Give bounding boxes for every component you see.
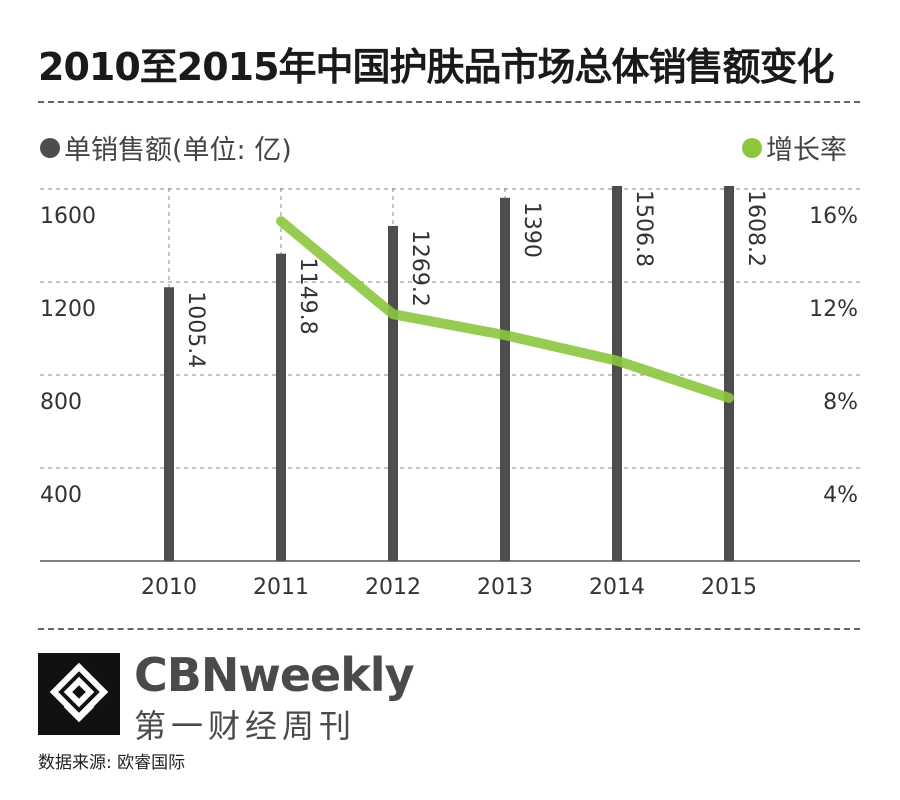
title-divider xyxy=(38,101,860,103)
left-tick-label: 800 xyxy=(40,390,82,415)
brand-name: CBNweekly xyxy=(134,648,415,702)
x-tick-label: 2010 xyxy=(141,575,197,600)
bar-2012 xyxy=(388,225,398,561)
right-tick-label: 16% xyxy=(809,204,858,229)
bar-2010 xyxy=(164,287,174,561)
legend-bar-label: 单销售额(单位: 亿) xyxy=(64,135,292,166)
chart-title: 2010至2015年中国护肤品市场总体销售额变化 xyxy=(38,45,835,89)
bar-2013 xyxy=(500,197,510,561)
brand-name-cn: 第一财经周刊 xyxy=(134,707,357,745)
legend-line-dot xyxy=(742,137,762,158)
bar-value-label: 1149.8 xyxy=(295,258,320,335)
left-tick-label: 1200 xyxy=(40,297,96,322)
brand-logo xyxy=(38,653,120,735)
legend-bar: 单销售额(单位: 亿) xyxy=(40,128,292,167)
legend-bar-dot xyxy=(40,137,60,158)
bar-value-label: 1608.2 xyxy=(743,190,768,267)
left-tick-label: 400 xyxy=(40,483,82,508)
bar-value-label: 1269.2 xyxy=(407,230,432,307)
bar-2011 xyxy=(276,253,286,561)
right-tick-label: 12% xyxy=(809,297,858,322)
legend-line-label: 增长率 xyxy=(766,135,847,166)
bar-value-label: 1005.4 xyxy=(183,291,208,368)
combo-chart: 400 800 1200 1600 4% 8% 12% 16% 1005.4 1149.8 1269… xyxy=(40,186,860,600)
x-tick-label: 2013 xyxy=(477,575,533,600)
bar-value-label: 1390 xyxy=(519,202,544,258)
bar-2015 xyxy=(724,186,734,561)
logo-mark-icon xyxy=(49,662,109,723)
footer-divider xyxy=(38,628,860,630)
right-tick-label: 4% xyxy=(823,483,858,508)
bar-value-label: 1506.8 xyxy=(631,190,656,267)
left-tick-label: 1600 xyxy=(40,204,96,229)
x-tick-label: 2015 xyxy=(701,575,757,600)
legend-line: 增长率 xyxy=(742,128,847,167)
x-tick-label: 2014 xyxy=(589,575,645,600)
x-tick-label: 2011 xyxy=(253,575,309,600)
growth-rate-line xyxy=(276,216,734,403)
data-source: 数据来源: 欧睿国际 xyxy=(38,753,186,773)
right-tick-label: 8% xyxy=(823,390,858,415)
x-tick-label: 2012 xyxy=(365,575,421,600)
bar-2014 xyxy=(612,186,622,561)
